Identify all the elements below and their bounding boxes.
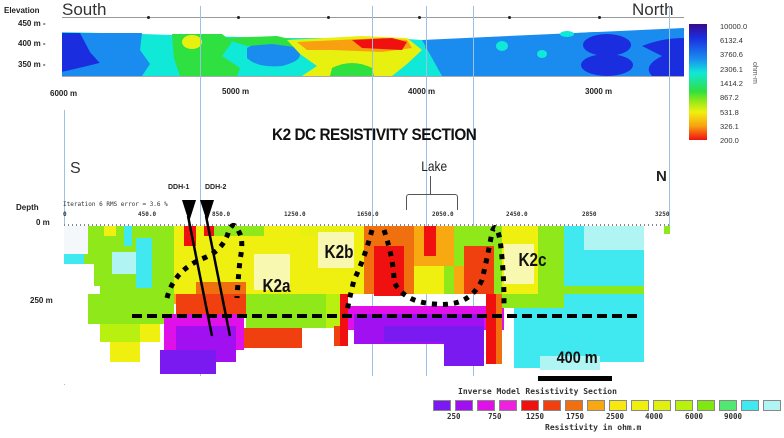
drillhole-label-ddh2: DDH-2	[205, 184, 227, 191]
south-label: South	[62, 0, 107, 19]
legend-unit: Resistivity in ohm.m	[545, 423, 642, 432]
depth-tick-0m: 0 m	[36, 218, 50, 227]
axis-tick	[147, 16, 150, 19]
legend-swatch	[499, 400, 517, 411]
zone-label-k2b: K2b	[324, 242, 354, 262]
top-axis-line	[62, 17, 684, 18]
ddh1-marker-icon	[182, 200, 196, 222]
axis-tick	[508, 16, 511, 19]
colorbar-tick: 200.0	[720, 136, 739, 145]
resistivity-section-model	[64, 226, 670, 386]
axis-tick	[237, 16, 240, 19]
distance-tick: 1250.0	[284, 211, 306, 218]
colorbar-tick: 531.8	[720, 108, 739, 117]
legend-swatch	[565, 400, 583, 411]
iteration-text: Iteration 6 RMS error = 3.6 %	[63, 201, 168, 208]
colorbar-ticks: 10000.0 6132.4 3760.6 2306.1 1414.2 867.…	[720, 22, 760, 152]
legend-swatch	[587, 400, 605, 411]
north-marker: N	[656, 168, 667, 185]
elevation-resistivity-model	[62, 28, 684, 76]
axis-tick	[418, 16, 421, 19]
distance-tick: 3250	[655, 211, 670, 218]
legend-label: 750	[488, 412, 502, 421]
zone-label-k2a: K2a	[262, 276, 291, 296]
lake-label: Lake	[421, 158, 448, 174]
colorbar-tick: 6132.4	[720, 36, 743, 45]
bottom-axis-line	[62, 76, 684, 77]
legend-label: 6000	[685, 412, 704, 421]
alignment-line	[669, 6, 670, 231]
distance-tick: 0	[63, 211, 67, 218]
legend-label: 1250	[526, 412, 545, 421]
legend-swatch	[521, 400, 539, 411]
elevation-tick-450: 450 m -	[18, 19, 46, 28]
legend-label: 250	[447, 412, 461, 421]
colorbar-unit: ohm-m	[751, 62, 758, 84]
distance-tick: 850.0	[212, 211, 231, 218]
distance-tick-4000: 4000 m	[408, 87, 436, 96]
distance-tick-5000: 5000 m	[222, 87, 250, 96]
depth-axis-ruler	[64, 224, 670, 226]
legend-swatch	[719, 400, 737, 411]
alignment-line	[473, 6, 474, 376]
legend-swatch	[433, 400, 451, 411]
legend-swatch	[675, 400, 693, 411]
legend-swatch	[631, 400, 649, 411]
zone-label-k2c: K2c	[518, 250, 547, 270]
axis-tick	[598, 16, 601, 19]
ddh2-marker-icon	[200, 200, 214, 222]
zone-outlines	[132, 223, 639, 318]
legend-label: 1750	[566, 412, 585, 421]
elevation-tick-400: 400 m -	[18, 39, 46, 48]
depth-label: Depth	[16, 203, 39, 212]
legend-swatch	[697, 400, 715, 411]
distance-tick: 450.0	[138, 211, 157, 218]
depth-tick-250m: 250 m	[30, 296, 53, 305]
south-marker: S	[70, 160, 81, 177]
legend-swatch	[763, 400, 781, 411]
colorbar-tick: 2306.1	[720, 65, 743, 74]
axis-tick	[327, 16, 330, 19]
legend-swatch	[477, 400, 495, 411]
north-label: North	[632, 0, 674, 19]
distance-tick: 2050.0	[432, 211, 454, 218]
distance-tick-3000: 3000 m	[585, 87, 613, 96]
distance-tick: 1650.0	[357, 211, 379, 218]
legend-swatch	[741, 400, 759, 411]
legend-swatch	[609, 400, 627, 411]
elevation-tick-350: 350 m -	[18, 60, 46, 69]
scale-bar-label: 400 m	[556, 348, 598, 367]
scale-bar	[538, 376, 612, 381]
colorbar-tick: 3760.6	[720, 50, 743, 59]
legend-swatch	[653, 400, 671, 411]
colorbar-tick: 326.1	[720, 122, 739, 131]
drillhole-label-ddh1: DDH-1	[168, 184, 190, 191]
distance-tick: 2850	[582, 211, 597, 218]
elevation-label: Elevation	[4, 6, 40, 15]
legend-label: 9000	[724, 412, 743, 421]
alignment-line	[372, 6, 373, 376]
colorbar-tick: 867.2	[720, 93, 739, 102]
legend-label: 2500	[606, 412, 625, 421]
distance-tick: 2450.0	[506, 211, 528, 218]
alignment-line	[426, 6, 427, 376]
legend-title: Inverse Model Resistivity Section	[458, 387, 617, 396]
lake-bracket	[406, 194, 458, 210]
legend-swatch	[543, 400, 561, 411]
colorbar-tick: 10000.0	[720, 22, 748, 31]
colorbar	[689, 24, 707, 140]
distance-tick-6000: 6000 m	[50, 89, 78, 98]
legend-swatches	[433, 400, 784, 411]
section-title: K2 DC RESISTIVITY SECTION	[272, 125, 477, 144]
legend-swatch	[455, 400, 473, 411]
legend-label: 4000	[645, 412, 664, 421]
alignment-line	[200, 6, 201, 376]
colorbar-tick: 1414.2	[720, 79, 743, 88]
lake-pointer	[430, 176, 431, 194]
